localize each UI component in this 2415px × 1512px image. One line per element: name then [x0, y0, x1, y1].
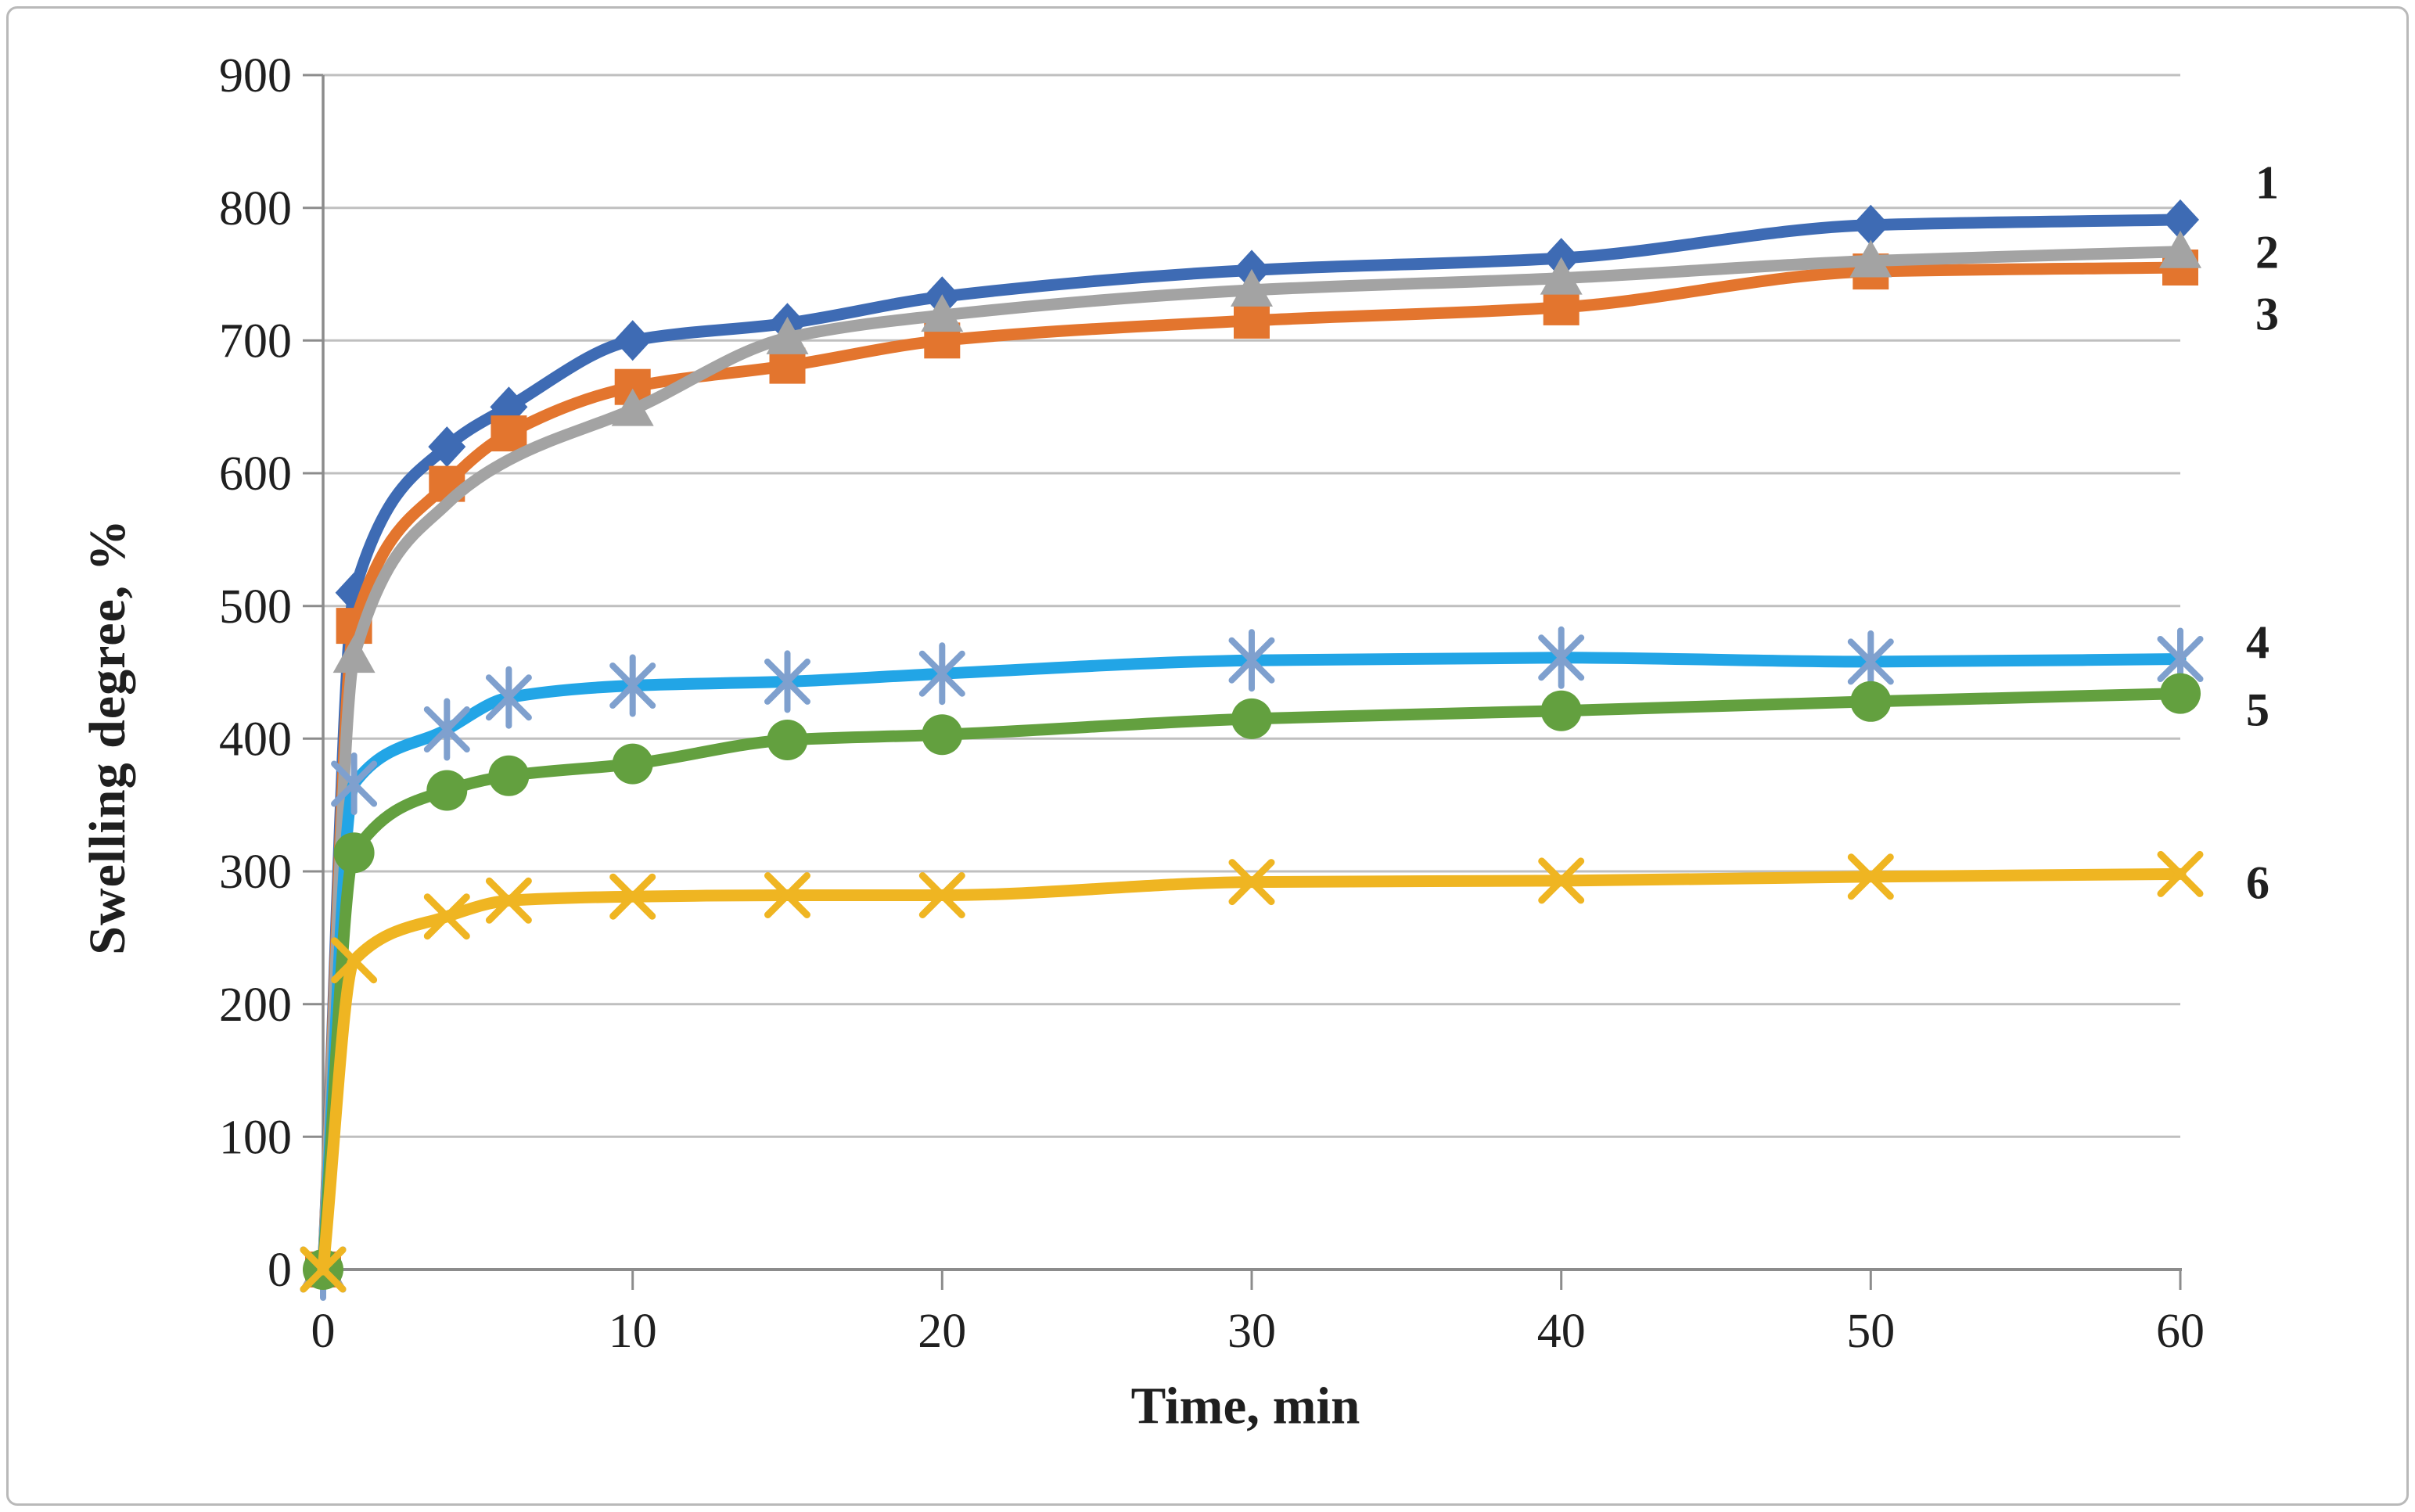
- marker-asterisk-4-x15: [764, 650, 810, 713]
- y-tick-label-200: 200: [219, 979, 292, 1032]
- marker-x-6-x6: [485, 877, 532, 924]
- marker-diamond-1-x50: [1852, 204, 1890, 246]
- marker-square-3-x30: [1234, 302, 1270, 339]
- marker-asterisk-4-x40: [1538, 626, 1585, 689]
- marker-x-6-x50: [1847, 853, 1894, 900]
- series-line-6: [317, 867, 2187, 1276]
- marker-circle-5-x30: [1231, 698, 1272, 739]
- legend-label-4: 4: [2246, 616, 2269, 668]
- marker-triangle-2-x40: [1540, 257, 1583, 295]
- marker-triangle-2-x50: [1849, 239, 1892, 278]
- legend-label-1: 1: [2255, 156, 2279, 208]
- marker-x-6-x40: [1538, 857, 1585, 904]
- legend-label-2: 2: [2255, 226, 2279, 278]
- marker-circle-5-x15: [767, 720, 808, 760]
- marker-x-6-x0: [300, 1246, 347, 1293]
- marker-asterisk-4-x6: [485, 666, 532, 729]
- marker-x-6-x1: [331, 937, 378, 984]
- marker-triangle-2-x10: [611, 388, 654, 426]
- x-tick-label-40: 40: [1537, 1305, 1586, 1358]
- marker-asterisk-4-x1: [331, 752, 378, 815]
- marker-circle-5-x6: [488, 755, 530, 796]
- marker-triangle-2-x30: [1231, 268, 1273, 307]
- marker-square-3-x6: [491, 415, 527, 452]
- series-line-5: [317, 688, 2187, 1276]
- marker-circle-5-x40: [1540, 690, 1582, 731]
- marker-asterisk-4-x50: [1847, 630, 1894, 693]
- marker-x-6-x15: [764, 872, 810, 918]
- marker-triangle-2-x20: [921, 294, 964, 332]
- marker-asterisk-4-x20: [918, 642, 965, 706]
- marker-x-6-x30: [1228, 859, 1275, 906]
- marker-diamond-1-x60: [2162, 199, 2199, 240]
- legend-label-3: 3: [2255, 288, 2279, 339]
- y-tick-label-300: 300: [219, 846, 292, 899]
- marker-diamond-1-x10: [613, 320, 652, 361]
- y-tick-label-100: 100: [219, 1111, 292, 1164]
- y-tick-label-400: 400: [219, 713, 292, 766]
- x-tick-label-10: 10: [609, 1305, 657, 1358]
- marker-triangle-2-x60: [2159, 230, 2201, 268]
- marker-circle-5-x4: [426, 770, 468, 811]
- marker-circle-5-x20: [922, 714, 963, 756]
- marker-diamond-1-x4: [428, 426, 466, 468]
- marker-square-3-x40: [1543, 289, 1579, 325]
- legend-label-6: 6: [2246, 857, 2269, 908]
- marker-circle-5-x50: [1850, 681, 1892, 722]
- marker-triangle-2-x15: [766, 316, 809, 354]
- y-tick-label-0: 0: [268, 1244, 292, 1297]
- marker-asterisk-4-x4: [423, 698, 470, 761]
- x-tick-label-50: 50: [1846, 1305, 1895, 1358]
- x-tick-label-20: 20: [918, 1305, 966, 1358]
- y-tick-label-900: 900: [219, 49, 292, 102]
- y-tick-label-600: 600: [219, 447, 292, 501]
- series-line-3: [317, 261, 2187, 1276]
- x-tick-label-0: 0: [311, 1305, 336, 1358]
- marker-asterisk-4-x30: [1228, 629, 1275, 692]
- marker-asterisk-4-x10: [609, 654, 656, 717]
- x-tick-label-30: 30: [1227, 1305, 1276, 1358]
- legend-label-5: 5: [2246, 684, 2269, 735]
- marker-circle-5-x1: [333, 832, 375, 874]
- marker-triangle-2-x1: [332, 635, 376, 673]
- marker-x-6-x4: [423, 893, 470, 940]
- y-tick-label-800: 800: [219, 182, 292, 235]
- x-tick-label-60: 60: [2156, 1305, 2205, 1358]
- marker-circle-5-x60: [2160, 673, 2201, 714]
- x-axis-title: Time, min: [1130, 1377, 1360, 1435]
- marker-x-6-x60: [2157, 850, 2204, 897]
- marker-x-6-x20: [918, 872, 965, 918]
- y-tick-label-500: 500: [219, 580, 292, 634]
- series-line-4: [317, 652, 2187, 1276]
- series-line-2: [317, 246, 2187, 1276]
- series-line-1: [317, 214, 2187, 1276]
- marker-circle-5-x10: [612, 743, 653, 785]
- y-tick-label-700: 700: [219, 314, 292, 368]
- marker-x-6-x10: [609, 873, 656, 920]
